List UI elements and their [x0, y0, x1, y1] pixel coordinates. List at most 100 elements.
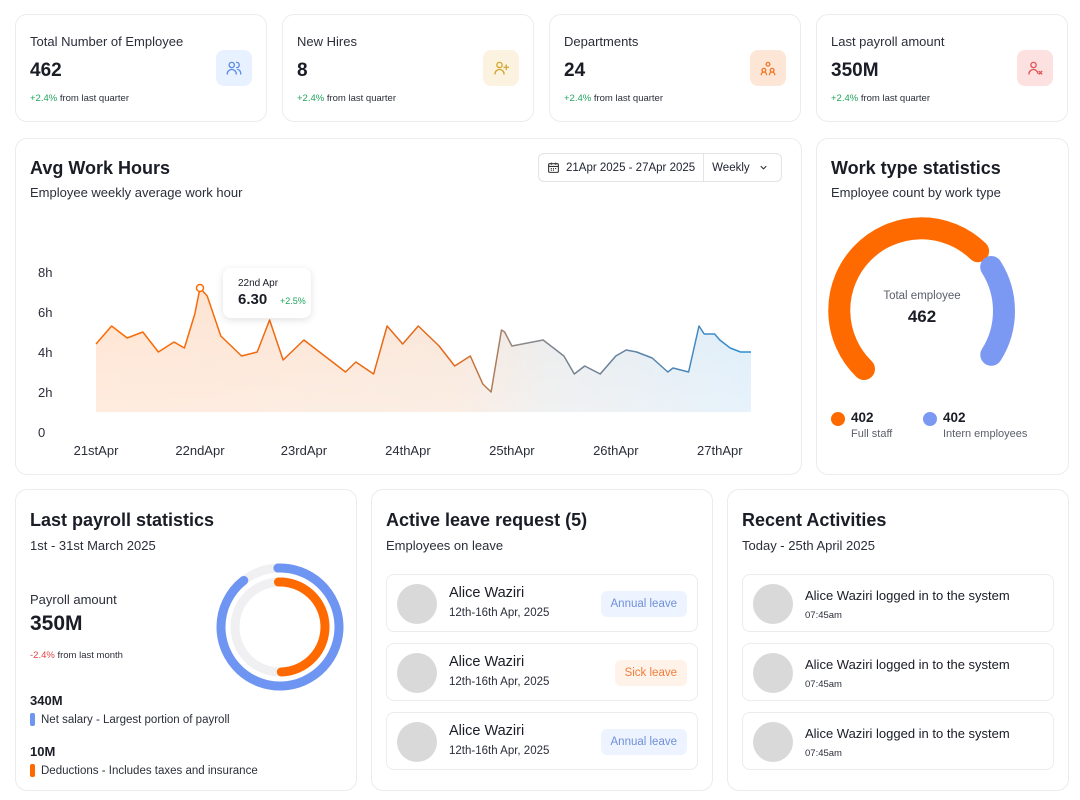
- stat-value: 350M: [831, 60, 879, 81]
- list-item[interactable]: Alice Waziri 12th-16th Apr, 2025 Sick le…: [386, 643, 698, 701]
- leave-type-badge: Annual leave: [600, 729, 687, 755]
- y-tick-label: 4h: [38, 345, 52, 360]
- x-tick-label: 22ndApr: [175, 443, 225, 458]
- legend-full-staff: 402 Full staff: [831, 410, 892, 440]
- leave-date: 12th-16th Apr, 2025: [449, 607, 550, 619]
- avatar: [753, 584, 793, 624]
- gauge-arc-full-staff: [828, 217, 990, 380]
- avg-work-hours-subtitle: Employee weekly average work hour: [30, 185, 243, 200]
- work-type-title: Work type statistics: [831, 158, 1001, 178]
- stat-value: 8: [297, 60, 308, 81]
- payroll-change: -2.4% from last month: [30, 650, 123, 661]
- stat-label: Departments: [564, 34, 639, 49]
- work-hours-chart: 8h 6h 4h 2h 0 21stApr 22ndApr 23rdApr 24thApr 25t…: [38, 265, 751, 458]
- leave-type-badge: Sick leave: [614, 660, 687, 686]
- activity-text: Alice Waziri logged in to the system: [805, 726, 1010, 741]
- payroll-amount-label: Payroll amount: [30, 592, 117, 607]
- x-tick-label: 21stApr: [74, 443, 119, 458]
- leave-name: Alice Waziri: [449, 654, 525, 670]
- leave-card: Active leave request (5) Employees on le…: [371, 489, 713, 791]
- period-select-value: Weekly: [712, 161, 750, 174]
- leave-date: 12th-16th Apr, 2025: [449, 676, 550, 688]
- leave-name: Alice Waziri: [449, 585, 525, 601]
- user-x-icon: [1017, 50, 1053, 86]
- list-item[interactable]: Alice Waziri logged in to the system 07:…: [742, 574, 1054, 632]
- work-type-subtitle: Employee count by work type: [831, 185, 1001, 200]
- activity-text: Alice Waziri logged in to the system: [805, 588, 1010, 603]
- avatar: [753, 722, 793, 762]
- payroll-amount: 350M: [30, 612, 83, 635]
- departments-icon: [750, 50, 786, 86]
- avatar: [397, 722, 437, 762]
- ring-deductions: [230, 577, 330, 677]
- stat-card-departments: Departments 24 +2.4% from last quarter: [549, 14, 801, 122]
- y-tick-label: 2h: [38, 385, 52, 400]
- avatar: [397, 653, 437, 693]
- chart-tooltip: 22nd Apr 6.30 +2.5%: [223, 268, 311, 318]
- gauge-center-label: Total employee: [883, 290, 961, 302]
- y-tick-label: 6h: [38, 305, 52, 320]
- avatar: [753, 653, 793, 693]
- activities-card: Recent Activities Today - 25th April 202…: [727, 489, 1069, 791]
- date-range-picker[interactable]: 21Apr 2025 - 27Apr 2025: [539, 154, 705, 181]
- legend-deductions: 10M Deductions - Includes taxes and insu…: [30, 744, 258, 777]
- stat-value: 24: [564, 60, 586, 81]
- work-type-card: Work type statistics Employee count by w…: [816, 138, 1069, 475]
- stat-card-new-hires: New Hires 8 +2.4% from last quarter: [282, 14, 534, 122]
- work-type-gauge: [828, 217, 1015, 380]
- chevron-down-icon: [760, 165, 767, 170]
- activity-time: 07:45am: [805, 748, 842, 759]
- stat-label: New Hires: [297, 34, 357, 49]
- date-range-filter: 21Apr 2025 - 27Apr 2025 Weekly: [538, 153, 782, 182]
- legend-net-salary: 340M Net salary - Largest portion of pay…: [30, 693, 230, 726]
- activity-text: Alice Waziri logged in to the system: [805, 657, 1010, 672]
- legend-intern: 402 Intern employees: [923, 410, 1027, 440]
- area-fade: [96, 272, 751, 417]
- legend-dot: [831, 412, 845, 426]
- highlight-point[interactable]: [195, 283, 205, 293]
- user-plus-icon: [483, 50, 519, 86]
- x-tick-label: 26thApr: [593, 443, 639, 458]
- activity-time: 07:45am: [805, 679, 842, 690]
- activities-title: Recent Activities: [742, 510, 887, 530]
- x-tick-label: 25thApr: [489, 443, 535, 458]
- stat-change: +2.4% from last quarter: [297, 93, 397, 104]
- list-item[interactable]: Alice Waziri logged in to the system 07:…: [742, 712, 1054, 770]
- stat-change: +2.4% from last quarter: [564, 93, 664, 104]
- activity-time: 07:45am: [805, 610, 842, 621]
- avatar: [397, 584, 437, 624]
- payroll-subtitle: 1st - 31st March 2025: [30, 538, 156, 553]
- y-tick-label: 8h: [38, 265, 52, 280]
- x-tick-label: 24thApr: [385, 443, 431, 458]
- stat-change: +2.4% from last quarter: [831, 93, 931, 104]
- avg-work-hours-title: Avg Work Hours: [30, 158, 171, 178]
- activities-subtitle: Today - 25th April 2025: [742, 538, 875, 553]
- payroll-ring-chart: [216, 563, 344, 691]
- stat-card-total-employees: Total Number of Employee 462 +2.4% from …: [15, 14, 267, 122]
- gauge-arc-intern: [980, 256, 1015, 366]
- x-tick-label: 23rdApr: [281, 443, 328, 458]
- leave-name: Alice Waziri: [449, 723, 525, 739]
- period-select[interactable]: Weekly: [704, 154, 777, 181]
- leave-subtitle: Employees on leave: [386, 538, 504, 553]
- stat-change: +2.4% from last quarter: [30, 93, 130, 104]
- leave-type-badge: Annual leave: [600, 591, 687, 617]
- gauge-center-value: 462: [907, 307, 937, 326]
- ring-net-salary: [216, 563, 344, 691]
- leave-date: 12th-16th Apr, 2025: [449, 745, 550, 757]
- stat-label: Total Number of Employee: [30, 34, 184, 49]
- date-range-text: 21Apr 2025 - 27Apr 2025: [566, 161, 696, 174]
- legend-dot: [923, 412, 937, 426]
- stat-value: 462: [30, 60, 62, 81]
- list-item[interactable]: Alice Waziri 12th-16th Apr, 2025 Annual …: [386, 712, 698, 770]
- tooltip-value: 6.30: [238, 291, 268, 308]
- list-item[interactable]: Alice Waziri 12th-16th Apr, 2025 Annual …: [386, 574, 698, 632]
- payroll-card: Last payroll statistics 1st - 31st March…: [15, 489, 357, 791]
- calendar-icon: [548, 162, 559, 173]
- avg-work-hours-card: Avg Work Hours Employee weekly average w…: [15, 138, 802, 475]
- leave-title: Active leave request (5): [386, 510, 588, 530]
- users-icon: [216, 50, 252, 86]
- stat-card-payroll: Last payroll amount 350M +2.4% from last…: [816, 14, 1068, 122]
- list-item[interactable]: Alice Waziri logged in to the system 07:…: [742, 643, 1054, 701]
- y-tick-label: 0: [38, 425, 45, 440]
